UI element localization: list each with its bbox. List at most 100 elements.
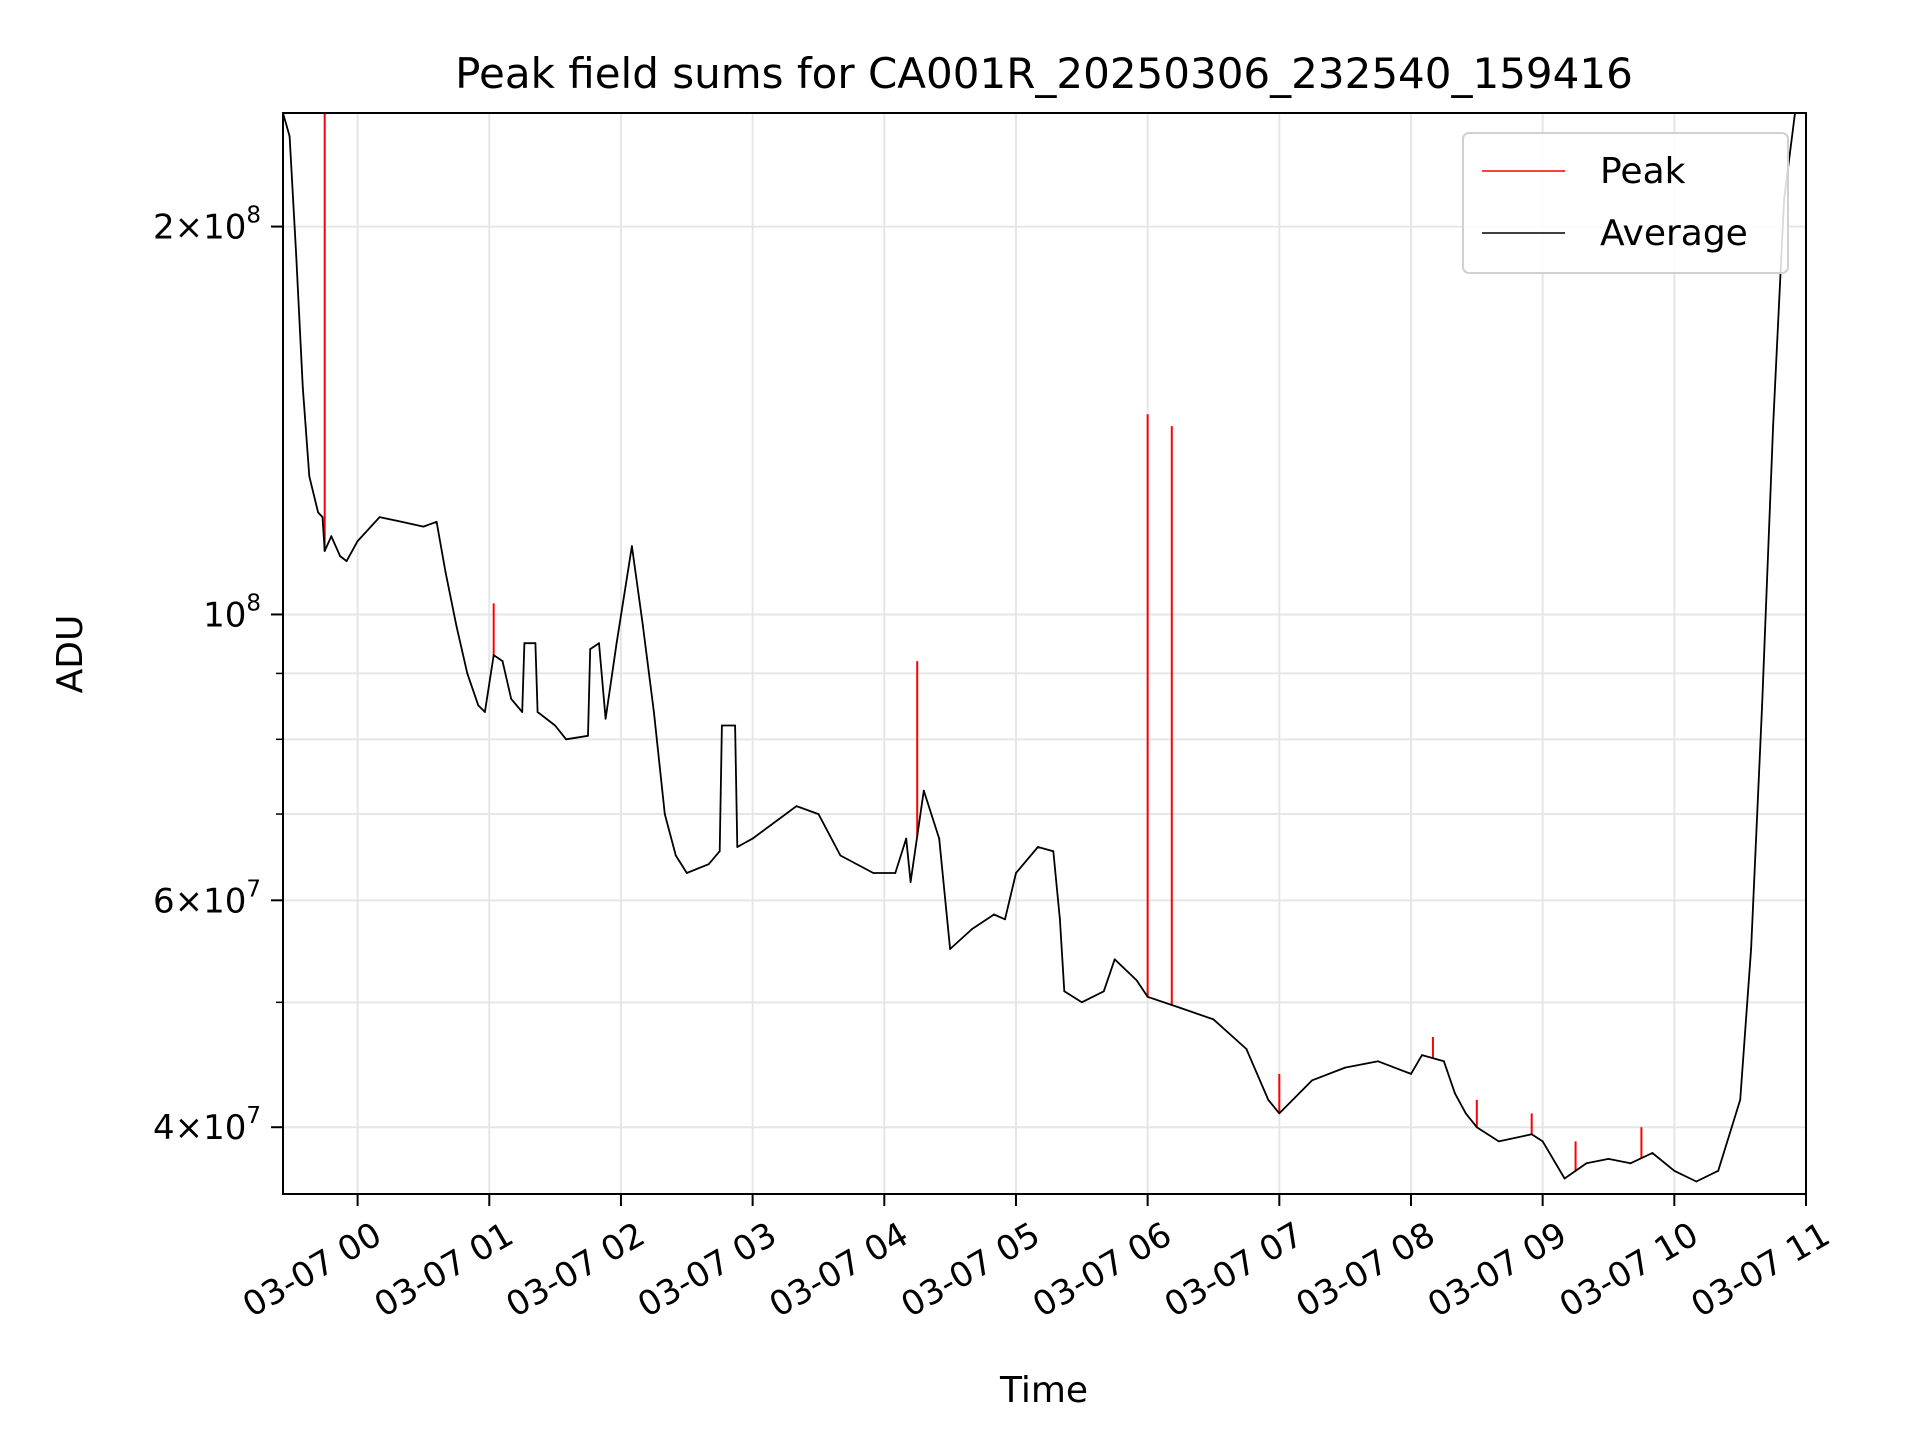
average-point-45 (736, 846, 739, 848)
average-point-10 (345, 560, 348, 562)
average-point-93 (1695, 1180, 1698, 1183)
average-point-13 (400, 520, 403, 523)
average-point-58 (993, 913, 995, 916)
average-point-40 (685, 872, 688, 874)
average-point-67 (1113, 958, 1116, 961)
average-point-1 (288, 135, 291, 138)
average-point-98 (1772, 425, 1774, 428)
average-point-11 (356, 540, 359, 542)
average-point-80 (1443, 1060, 1445, 1063)
average-point-19 (477, 704, 480, 707)
average-point-48 (817, 813, 820, 815)
average-point-74 (1278, 1112, 1281, 1115)
average-point-83 (1475, 1126, 1478, 1129)
average-point-84 (1497, 1140, 1500, 1143)
average-point-72 (1245, 1048, 1248, 1050)
average-point-82 (1464, 1112, 1467, 1115)
average-point-35 (631, 545, 633, 547)
average-point-87 (1563, 1177, 1566, 1180)
average-point-38 (663, 813, 666, 815)
average-point-16 (444, 570, 447, 573)
average-point-51 (894, 872, 897, 874)
y-tick-label-2: 108 (203, 590, 261, 635)
average-point-8 (330, 535, 333, 538)
y-tick-label-1: 6×107 (153, 876, 261, 921)
chart-title: Peak field sums for CA001R_20250306_2325… (455, 49, 1633, 98)
average-point-89 (1607, 1158, 1610, 1160)
average-point-95 (1739, 1099, 1742, 1101)
average-point-76 (1344, 1066, 1346, 1069)
average-point-55 (938, 837, 941, 840)
average-point-46 (751, 837, 754, 840)
average-point-14 (422, 525, 425, 528)
average-point-31 (589, 648, 592, 650)
average-point-36 (642, 624, 644, 627)
average-point-27 (536, 711, 539, 713)
average-point-61 (1037, 846, 1039, 848)
average-point-7 (323, 550, 326, 552)
average-point-88 (1585, 1162, 1588, 1165)
average-point-42 (718, 850, 721, 853)
average-point-2 (295, 254, 298, 257)
average-point-53 (909, 881, 912, 883)
y-tick-label-3: 2×108 (153, 203, 261, 248)
average-point-96 (1750, 948, 1752, 950)
average-point-60 (1015, 872, 1017, 874)
average-point-54 (922, 789, 925, 792)
average-line (283, 113, 1806, 1183)
average-point-24 (521, 711, 524, 713)
average-point-26 (534, 642, 537, 645)
average-point-91 (1651, 1152, 1654, 1154)
average-point-21 (492, 654, 495, 656)
average-point-64 (1063, 990, 1066, 993)
average-point-81 (1454, 1092, 1456, 1095)
average-point-75 (1311, 1079, 1314, 1082)
average-point-56 (949, 948, 951, 950)
plot-frame (282, 112, 1807, 1195)
average-point-17 (455, 624, 458, 627)
average-point-44 (734, 724, 736, 727)
average-point-39 (674, 854, 677, 857)
average-point-70 (1179, 1007, 1182, 1009)
average-point-69 (1146, 995, 1149, 998)
average-point-78 (1410, 1073, 1412, 1075)
average-point-63 (1059, 918, 1061, 921)
average-point-28 (554, 724, 556, 727)
average-point-33 (604, 717, 607, 720)
x-axis-label: Time (999, 1370, 1088, 1411)
average-point-68 (1135, 979, 1138, 982)
legend: Peak Average (1462, 132, 1789, 274)
legend-box (1462, 132, 1789, 274)
average-point-62 (1052, 850, 1055, 853)
average-point-22 (501, 660, 504, 662)
average-point-97 (1761, 704, 1763, 707)
average-point-34 (615, 642, 618, 645)
average-point-41 (707, 863, 710, 866)
average-point-30 (587, 734, 589, 737)
average-point-9 (339, 555, 341, 557)
average-point-65 (1080, 1001, 1083, 1004)
average-point-59 (1004, 918, 1006, 921)
average-point-90 (1629, 1162, 1632, 1165)
average-point-50 (872, 872, 875, 874)
average-point-57 (971, 928, 973, 930)
average-point-94 (1717, 1169, 1720, 1172)
average-point-18 (466, 672, 469, 675)
legend-peak-label: Peak (1600, 151, 1686, 192)
series-layer (283, 113, 1806, 1183)
average-point-86 (1541, 1140, 1544, 1143)
average-point-20 (484, 711, 486, 713)
legend-average-label: Average (1600, 213, 1748, 254)
average-point-5 (317, 511, 319, 514)
y-tick-label-0: 4×107 (153, 1103, 261, 1148)
average-point-52 (905, 837, 908, 840)
average-point-29 (565, 738, 567, 741)
average-point-15 (435, 520, 438, 523)
average-point-25 (523, 642, 526, 645)
average-point-47 (795, 805, 798, 807)
average-point-3 (301, 386, 304, 389)
average-point-77 (1377, 1060, 1379, 1063)
average-point-92 (1673, 1169, 1676, 1172)
average-point-23 (510, 698, 513, 700)
